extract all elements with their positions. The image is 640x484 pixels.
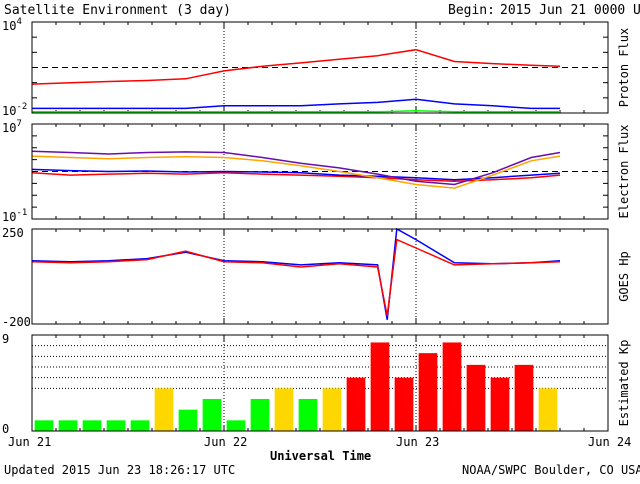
kp-bar: [538, 388, 558, 431]
kp-bar: [418, 353, 438, 431]
electron-series-1: [31, 168, 561, 181]
kp-ytick-label: 9: [2, 332, 9, 346]
kp-panel: 9 0 Estimated Kp: [2, 332, 631, 436]
proton-ytick-label: 10-2: [2, 102, 27, 118]
electron-series-2: [31, 155, 561, 189]
kp-bar: [130, 420, 150, 431]
electron-ylabel: Electron Flux: [617, 125, 631, 219]
kp-bar: [202, 399, 222, 431]
kp-bar: [226, 420, 246, 431]
begin-label: Begin:: [448, 3, 495, 18]
plot-title: Satellite Environment (3 day): [4, 3, 231, 18]
kp-bar: [490, 377, 510, 431]
proton-ylabel: Proton Flux: [617, 28, 631, 107]
updated-text: Updated 2015 Jun 23 18:26:17 UTC: [4, 463, 235, 477]
electron-ytick-exponent: 7: [16, 119, 21, 129]
kp-bar: [442, 342, 462, 431]
kp-bar: [106, 420, 126, 431]
kp-bar: [34, 420, 54, 431]
proton-series-0: [31, 48, 561, 85]
kp-bar: [514, 364, 534, 431]
kp-bar: [346, 377, 366, 431]
goes-hp-panel: 250 -200 GOES Hp: [2, 226, 631, 329]
kp-bar: [322, 388, 342, 431]
electron-series-0: [31, 171, 561, 183]
kp-bar: [58, 420, 78, 431]
proton-ytick-label: 104: [2, 17, 22, 33]
electron-series-3: [31, 150, 561, 186]
xaxis-label: Universal Time: [270, 449, 371, 463]
electron-ytick-label: 107: [2, 119, 22, 135]
kp-bar: [178, 409, 198, 431]
kp-bar: [298, 399, 318, 431]
goes-hp-series-0: [31, 227, 561, 320]
proton-panel: 104 10-2 Proton Flux: [2, 17, 631, 118]
kp-bar: [250, 399, 270, 431]
kp-bar: [466, 364, 486, 431]
kp-bar: [274, 388, 294, 431]
kp-ylabel: Estimated Kp: [617, 340, 631, 427]
goes-hp-ylabel: GOES Hp: [617, 251, 631, 302]
xtick-jun23: Jun 23: [396, 435, 439, 449]
goes-hp-ytick-label: -200: [2, 315, 31, 329]
electron-frame: [31, 123, 609, 220]
kp-bar: [154, 388, 174, 431]
goes-hp-frame: [31, 228, 609, 325]
xtick-jun24: Jun 24: [588, 435, 631, 449]
panels-group: 104 10-2 Proton Flux 107 10-1 Electron Flux 25…: [2, 17, 631, 436]
goes-hp-series-1: [31, 238, 561, 316]
credit-text: NOAA/SWPC Boulder, CO USA: [462, 463, 640, 477]
goes-hp-ytick-label: 250: [2, 226, 24, 240]
kp-bar: [370, 342, 390, 431]
electron-ytick-exponent: -1: [16, 208, 27, 218]
xtick-jun22: Jun 22: [204, 435, 247, 449]
proton-ytick-exponent: 4: [16, 17, 21, 27]
electron-ytick-label: 10-1: [2, 208, 27, 224]
xtick-jun21: Jun 21: [8, 435, 51, 449]
kp-bar: [82, 420, 102, 431]
electron-panel: 107 10-1 Electron Flux: [2, 119, 631, 224]
kp-ytick-label: 0: [2, 422, 9, 436]
proton-series-1: [32, 98, 560, 110]
proton-series-2: [32, 110, 560, 113]
proton-ytick-exponent: -2: [16, 102, 27, 112]
proton-frame: [31, 21, 609, 114]
kp-bar: [394, 377, 414, 431]
begin-value: 2015 Jun 21 0000 UTC: [500, 3, 640, 18]
kp-frame: [31, 334, 609, 432]
